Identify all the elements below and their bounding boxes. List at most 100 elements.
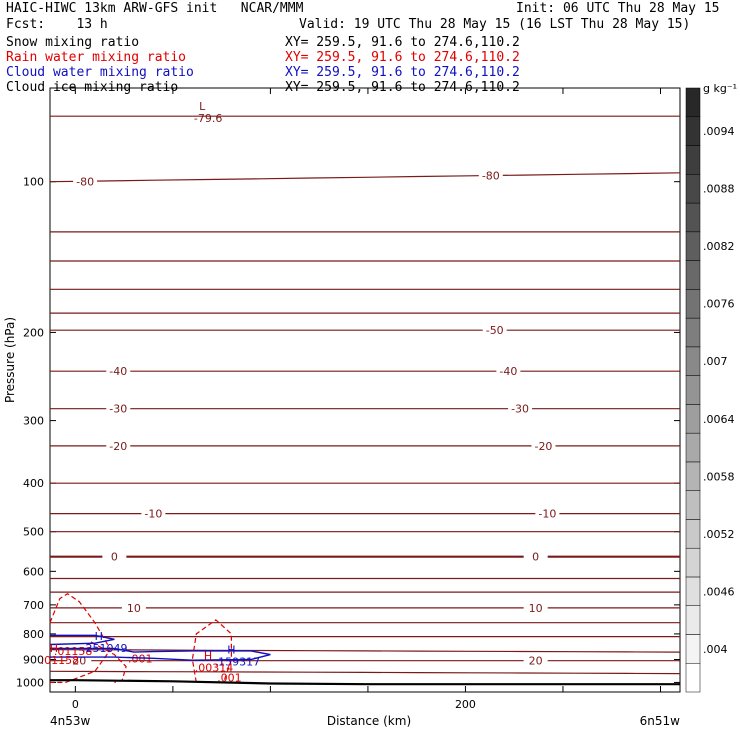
colorbar-label: .004	[703, 643, 728, 656]
temperature-contour-label: -50	[486, 324, 504, 337]
x-start-label: 4n53w	[50, 714, 91, 728]
field-cloud-water-xy: XY= 259.5, 91.6 to 274.6,110.2	[285, 65, 520, 80]
extremum-value: -79.6	[194, 112, 222, 125]
extremum-value: .159317	[215, 655, 261, 668]
colorbar-segment	[685, 519, 701, 549]
colorbar-segment	[685, 116, 701, 146]
contour-label-bg	[523, 550, 548, 563]
colorbar-label: .0064	[703, 413, 735, 426]
contour-label-bg	[141, 507, 166, 520]
temperature-contour-label: 0	[111, 551, 118, 564]
colorbar-label: .0076	[703, 298, 735, 311]
contour-label-bg	[496, 365, 521, 378]
contour-label-bg	[106, 402, 131, 415]
colorbar-segment	[685, 634, 701, 664]
cloud-water-contours	[49, 634, 271, 661]
temperature-contour	[49, 649, 681, 653]
extremum-marker: H	[95, 630, 103, 643]
contour-label-bg	[523, 601, 548, 614]
temperature-contour-label: 20	[72, 655, 86, 668]
colorbar-segment	[685, 289, 701, 319]
extremum-marker: L	[199, 100, 206, 113]
y-tick-label: 900	[23, 654, 44, 667]
plot-frame	[49, 87, 681, 693]
rain-contour-label: .001	[217, 671, 242, 684]
contour-label-bg	[523, 654, 548, 667]
cloud-water-contour	[50, 647, 271, 661]
contour-label-bg	[482, 324, 507, 337]
contour-label-bg	[121, 601, 146, 614]
x-end-label: 6n51w	[640, 714, 681, 728]
colorbar-segment	[685, 202, 701, 233]
x-axis-title: Distance (km)	[327, 714, 411, 728]
colorbar-segment	[685, 145, 701, 175]
temperature-contour-label: 10	[529, 602, 543, 615]
colorbar-segment	[685, 317, 701, 348]
contour-label-bg	[531, 439, 556, 452]
temperature-contour-label: -40	[499, 365, 517, 378]
temperature-contour-label: -30	[109, 403, 127, 416]
terrain-surface	[50, 679, 680, 686]
temperature-contour-label: -30	[511, 403, 529, 416]
temperature-contours: -80 -50 -40 -30 -20 -10 0 10 20 -40 -30 -20 -10 0 10 20…	[49, 115, 681, 675]
temperature-contour-label: 20	[529, 655, 543, 668]
extremum-value: .251049	[82, 642, 128, 655]
terrain-line	[50, 679, 680, 686]
x-tick-label: 200	[455, 698, 476, 711]
y-axis-title: Pressure (hPa)	[3, 317, 17, 403]
field-rain-xy: XY= 259.5, 91.6 to 274.6,110.2	[285, 50, 520, 65]
colorbar-segment	[685, 404, 701, 434]
x-axis: 0 200	[72, 88, 661, 711]
field-rain-name: Rain water mixing ratio	[6, 50, 187, 65]
y-tick-label: 400	[23, 477, 44, 490]
colorbar-unit: g kg⁻¹	[703, 82, 737, 95]
y-tick-label: 600	[23, 565, 44, 578]
temperature-contour-label: 10	[127, 602, 141, 615]
extremum-marker: H	[227, 643, 235, 656]
contour-label-bg	[478, 169, 503, 182]
rain-contour-label: .001	[128, 652, 153, 665]
colorbar-segment	[685, 490, 701, 520]
colorbar: .004 .0046 .0052 .0058 .0064 .007 .0076 .0082 .0…	[685, 82, 737, 693]
y-tick-label: 100	[23, 176, 44, 189]
rain-water-contour	[191, 619, 232, 683]
init-time: Init: 06 UTC Thu 28 May 15	[516, 1, 720, 16]
valid-time: Valid: 19 UTC Thu 28 May 15 (16 LST Thu …	[299, 17, 691, 32]
contour-label-bg	[508, 402, 533, 415]
colorbar-label: .0094	[703, 125, 735, 138]
temperature-contour	[49, 670, 681, 675]
forecast-hour: Fcst: 13 h	[6, 17, 108, 32]
field-cloud-water-name: Cloud water mixing ratio	[6, 65, 194, 80]
contour-label-bg	[73, 175, 98, 188]
colorbar-segment	[685, 375, 701, 405]
rain-water-contour	[49, 592, 112, 683]
colorbar-label: .0052	[703, 528, 735, 541]
extremum-value: .01158	[41, 654, 80, 667]
temperature-contour-label: -10	[538, 508, 556, 521]
colorbar-label: .007	[703, 355, 728, 368]
temperature-contour-label: -80	[76, 176, 94, 189]
colorbar-segment	[685, 461, 701, 491]
temperature-contour	[49, 172, 681, 183]
colorbar-segment	[685, 576, 701, 606]
contour-label-bg	[106, 439, 131, 452]
contour-label-bg	[106, 365, 131, 378]
extremum-marker: H	[50, 642, 58, 655]
colorbar-label: .0058	[703, 470, 735, 483]
colorbar-segment	[685, 346, 701, 376]
colorbar-label: .0082	[703, 240, 735, 253]
cloud-water-contour	[49, 634, 115, 646]
colorbar-segment	[685, 605, 701, 635]
y-tick-label: 500	[23, 526, 44, 539]
temperature-contour-label: -20	[534, 440, 552, 453]
colorbar-label: .0046	[703, 585, 735, 598]
extremum-marker: H	[204, 650, 212, 663]
colorbar-segment	[685, 174, 701, 204]
colorbar-label: .0088	[703, 183, 735, 196]
chart-title: HAIC-HIWC 13km ARW-GFS init NCAR/MMM	[6, 1, 304, 16]
colorbar-segment	[685, 260, 701, 290]
colorbar-segment	[685, 231, 701, 261]
